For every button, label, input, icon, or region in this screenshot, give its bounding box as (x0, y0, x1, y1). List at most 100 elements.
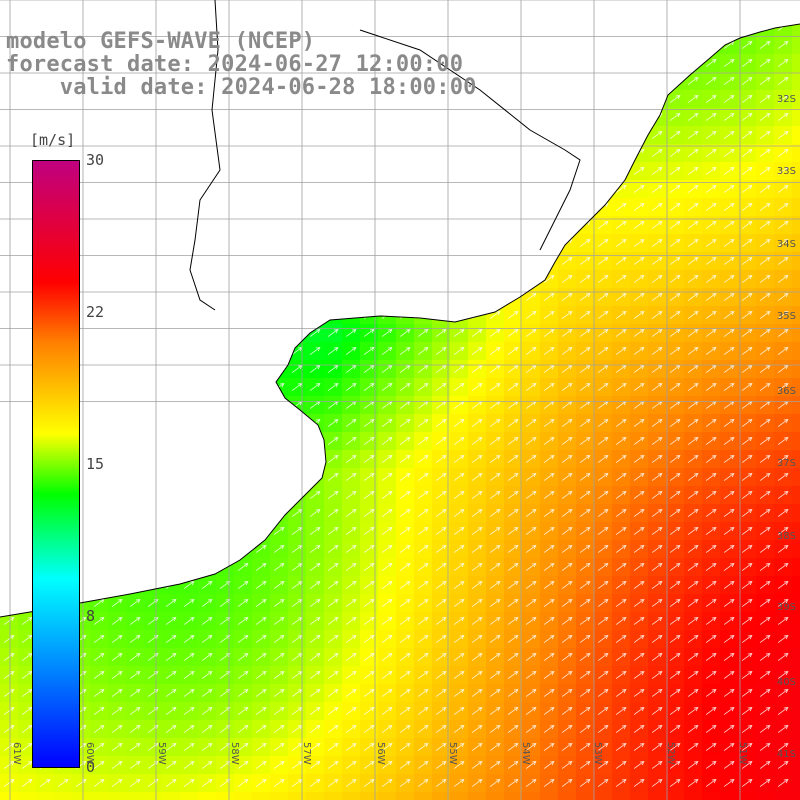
wind-speed-cell (468, 630, 487, 649)
wind-speed-cell (558, 504, 577, 523)
wind-speed-cell (342, 504, 361, 523)
wind-speed-cell (792, 738, 800, 757)
wind-speed-cell (630, 666, 649, 685)
wind-speed-cell (504, 792, 523, 800)
wind-speed-cell (594, 396, 613, 415)
wind-arrow (363, 544, 375, 553)
wind-speed-cell (342, 342, 361, 361)
wind-speed-cell (666, 522, 685, 541)
wind-speed-cell (540, 360, 559, 379)
wind-speed-cell (792, 126, 800, 145)
wind-speed-cell (612, 774, 631, 793)
wind-speed-cell (288, 666, 307, 685)
wind-arrow (543, 418, 555, 427)
wind-speed-cell (738, 360, 757, 379)
wind-speed-cell (450, 792, 469, 800)
wind-speed-cell (288, 576, 307, 595)
wind-speed-cell (306, 504, 325, 523)
wind-arrow (345, 472, 357, 481)
wind-speed-cell (792, 540, 800, 559)
wind-arrow (651, 238, 663, 247)
wind-speed-cell (324, 720, 343, 739)
wind-arrow (21, 778, 33, 787)
wind-arrow (399, 490, 411, 499)
wind-speed-cell (774, 522, 793, 541)
wind-arrow (705, 454, 717, 463)
wind-arrow (723, 652, 735, 661)
wind-arrow (723, 508, 735, 517)
wind-speed-cell (738, 576, 757, 595)
wind-speed-cell (216, 738, 235, 757)
wind-speed-cell (630, 648, 649, 667)
wind-arrow (525, 418, 537, 427)
wind-arrow (543, 544, 555, 553)
wind-arrow (345, 616, 357, 625)
wind-speed-cell (792, 324, 800, 343)
wind-speed-cell (612, 756, 631, 775)
wind-arrow (327, 508, 339, 517)
wind-speed-cell (792, 162, 800, 181)
wind-arrow (273, 598, 285, 607)
wind-arrow (759, 238, 771, 247)
wind-arrow (777, 346, 789, 355)
wind-speed-cell (738, 144, 757, 163)
wind-speed-cell (666, 270, 685, 289)
wind-speed-cell (450, 522, 469, 541)
wind-arrow (417, 436, 429, 445)
wind-arrow (579, 292, 591, 301)
wind-arrow (723, 436, 735, 445)
wind-arrow (651, 544, 663, 553)
wind-arrow (255, 742, 267, 751)
wind-speed-cell (486, 342, 505, 361)
wind-arrow (579, 598, 591, 607)
wind-speed-cell (378, 378, 397, 397)
wind-speed-cell (324, 612, 343, 631)
wind-speed-cell (342, 630, 361, 649)
wind-speed-cell (648, 324, 667, 343)
wind-speed-cell (360, 504, 379, 523)
wind-arrow (507, 436, 519, 445)
wind-arrow (687, 472, 699, 481)
wind-arrow (705, 148, 717, 157)
wind-arrow (3, 760, 15, 769)
wind-arrow (615, 202, 627, 211)
wind-arrow (615, 562, 627, 571)
wind-speed-cell (126, 738, 145, 757)
wind-speed-cell (324, 342, 343, 361)
wind-arrow (723, 130, 735, 139)
wind-speed-cell (450, 576, 469, 595)
wind-arrow (561, 526, 573, 535)
wind-speed-cell (378, 648, 397, 667)
wind-arrow (579, 346, 591, 355)
wind-arrow (273, 562, 285, 571)
wind-speed-cell (792, 72, 800, 91)
wind-speed-cell (594, 432, 613, 451)
wind-speed-cell (126, 630, 145, 649)
wind-speed-cell (738, 162, 757, 181)
wind-speed-cell (720, 522, 739, 541)
wind-speed-cell (270, 648, 289, 667)
wind-arrow (399, 418, 411, 427)
wind-speed-cell (414, 396, 433, 415)
wind-arrow (759, 760, 771, 769)
wind-speed-cell (792, 612, 800, 631)
wind-speed-cell (396, 540, 415, 559)
wind-arrow (759, 454, 771, 463)
wind-arrow (777, 490, 789, 499)
wind-speed-cell (378, 522, 397, 541)
wind-arrow (759, 328, 771, 337)
wind-arrow (435, 364, 447, 373)
wind-speed-cell (612, 342, 631, 361)
wind-arrow (525, 490, 537, 499)
wind-speed-cell (486, 324, 505, 343)
wind-arrow (561, 346, 573, 355)
wind-speed-cell (360, 702, 379, 721)
wind-arrow (363, 724, 375, 733)
lat-label: 32S (776, 94, 796, 105)
wind-arrow (723, 544, 735, 553)
wind-arrow (759, 274, 771, 283)
wind-arrow (687, 382, 699, 391)
wind-speed-cell (324, 684, 343, 703)
wind-speed-cell (702, 774, 721, 793)
wind-speed-cell (774, 54, 793, 73)
